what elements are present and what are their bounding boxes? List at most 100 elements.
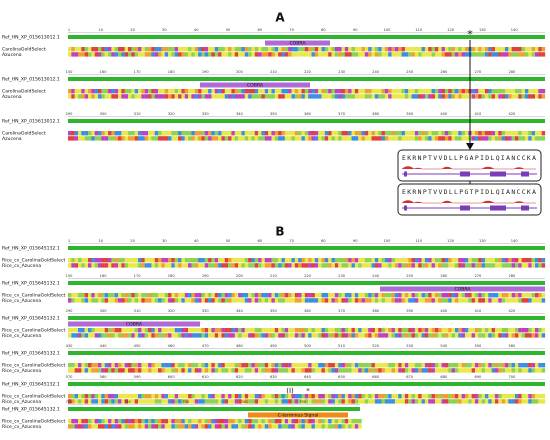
- residue: [144, 399, 149, 404]
- residue: [304, 131, 309, 136]
- residue: [94, 94, 99, 99]
- ruler-number: 270: [474, 70, 482, 74]
- residue: [151, 368, 155, 373]
- residue: [491, 52, 496, 57]
- residue: [101, 263, 105, 268]
- residue: [351, 52, 356, 57]
- residue: [298, 47, 302, 52]
- residue: [94, 333, 99, 338]
- residue: [331, 131, 336, 136]
- residue: [264, 333, 269, 338]
- residue: [151, 424, 155, 429]
- residue: [501, 399, 506, 404]
- residue: [274, 298, 279, 303]
- residue: [94, 258, 99, 263]
- residue: [541, 394, 546, 399]
- residue: [98, 136, 102, 141]
- residue: [524, 394, 529, 399]
- residue: [108, 94, 112, 99]
- residue: [438, 258, 442, 263]
- residue: [304, 328, 309, 333]
- residue: [461, 394, 466, 399]
- residue: [281, 424, 285, 429]
- residue: [161, 293, 165, 298]
- residue: [161, 399, 165, 404]
- residue: [368, 89, 372, 94]
- residue: [241, 47, 245, 52]
- residue: [128, 394, 132, 399]
- residue: [114, 89, 119, 94]
- residue: [311, 363, 315, 368]
- residue: [104, 52, 109, 57]
- residue: [168, 52, 172, 57]
- ruler-number: 280: [508, 274, 516, 278]
- residue: [378, 368, 382, 373]
- residue: [524, 263, 529, 268]
- residue: [168, 399, 172, 404]
- residue: [304, 333, 309, 338]
- residue: [394, 368, 399, 373]
- residue: [338, 328, 342, 333]
- residue: [238, 333, 242, 338]
- residue: [178, 399, 182, 404]
- residue: [471, 368, 476, 373]
- residue: [261, 328, 265, 333]
- residue: [268, 328, 272, 333]
- residue: [281, 258, 285, 263]
- residue: [218, 394, 222, 399]
- residue: [188, 131, 192, 136]
- residue: [121, 263, 125, 268]
- ruler-number: 720: [124, 400, 132, 404]
- residue: [101, 333, 105, 338]
- residue: [178, 328, 182, 333]
- residue: [314, 424, 319, 429]
- residue: [378, 258, 382, 263]
- residue: [214, 263, 219, 268]
- residue: [164, 258, 169, 263]
- residue: [124, 52, 129, 57]
- residue: [348, 94, 352, 99]
- residue: [278, 328, 282, 333]
- residue: [298, 399, 302, 404]
- residue: [414, 263, 419, 268]
- sequence-label: Rice_cv_CarolinaGoldSelect: [2, 293, 65, 299]
- residue: [148, 419, 152, 424]
- residue: [98, 419, 102, 424]
- sequence-row: [68, 328, 546, 333]
- residue: [298, 89, 302, 94]
- residue: [381, 258, 386, 263]
- residue: [224, 363, 229, 368]
- residue: [418, 298, 422, 303]
- ruler-number: 670: [406, 375, 414, 379]
- ruler-number: 60: [258, 28, 263, 32]
- residue: [94, 298, 99, 303]
- residue: [161, 328, 165, 333]
- residue: [358, 424, 362, 429]
- ruler-number: 150: [66, 70, 74, 74]
- residue: [144, 89, 149, 94]
- residue: [478, 89, 482, 94]
- residue: [404, 263, 409, 268]
- ruler-number: 370: [338, 309, 346, 313]
- residue: [434, 363, 439, 368]
- residue: [244, 293, 249, 298]
- residue: [318, 263, 322, 268]
- residue: [128, 263, 132, 268]
- residue: [491, 394, 496, 399]
- residue: [331, 263, 336, 268]
- residue: [251, 394, 255, 399]
- residue: [201, 298, 205, 303]
- residue: [494, 263, 499, 268]
- residue: [338, 399, 342, 404]
- residue: [464, 333, 469, 338]
- residue: [228, 328, 232, 333]
- residue: [464, 136, 469, 141]
- residue: [144, 131, 149, 136]
- ruler-number: 50: [226, 239, 231, 243]
- residue: [454, 368, 459, 373]
- residue: [214, 47, 219, 52]
- residue: [358, 368, 362, 373]
- residue: [401, 363, 406, 368]
- residue: [481, 399, 486, 404]
- ruler-number: 340: [236, 112, 244, 116]
